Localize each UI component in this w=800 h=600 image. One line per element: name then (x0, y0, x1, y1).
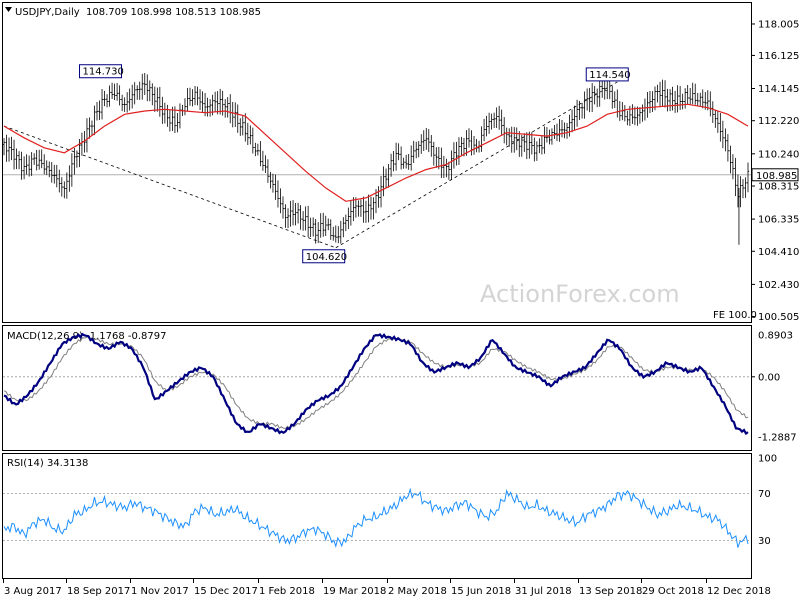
x-tick-label: 13 Sep 2018 (579, 586, 642, 597)
price-tick-label: 118.005 (758, 19, 799, 30)
macd-tick-label: 0.00 (758, 372, 780, 383)
annotation-label: 114.540 (589, 70, 630, 81)
price-tick-label: 116.125 (758, 51, 799, 62)
price-tick-label: 114.145 (758, 84, 799, 95)
trend-line (3, 125, 336, 249)
price-tick-label: 102.430 (758, 280, 799, 291)
price-panel (2, 2, 752, 323)
macd-signal-line (3, 336, 749, 430)
x-tick-label: 15 Dec 2017 (194, 586, 258, 597)
price-tick-label: 110.240 (758, 149, 799, 160)
rsi-panel (2, 453, 752, 579)
rsi-tick-label: 100 (758, 454, 777, 465)
x-tick-label: 3 Aug 2017 (4, 586, 62, 597)
rsi-header: RSI(14) 34.3138 (7, 458, 88, 469)
title-triangle-icon (5, 7, 12, 12)
trend-line (335, 81, 618, 249)
x-tick-label: 2 May 2018 (388, 586, 447, 597)
x-tick-label: 15 Jun 2018 (451, 586, 511, 597)
x-tick-label: 12 Dec 2018 (707, 586, 771, 597)
x-tick-label: 31 Jul 2018 (515, 586, 572, 597)
annotation-box (585, 67, 629, 82)
macd-layer (3, 332, 751, 436)
price-layer: 114.730 104.620 114.540 (2, 64, 751, 264)
current-price-box (751, 168, 799, 182)
fe-label: FE 100.0 (713, 310, 757, 321)
current-price-label: 108.985 (756, 171, 797, 182)
annotation-label: 104.620 (306, 252, 347, 263)
title-block: USDJPY,Daily 108.709 108.998 108.513 108… (5, 7, 261, 18)
moving-average-line (3, 103, 749, 202)
macd-tick-label: 0.8903 (758, 331, 793, 342)
rsi-line (3, 487, 749, 548)
ohlc-header: 108.709 108.998 108.513 108.985 (86, 7, 261, 18)
x-tick-label: 19 Mar 2018 (323, 586, 386, 597)
annotation-box (302, 249, 346, 264)
price-tick-label: 112.220 (758, 116, 799, 127)
x-tick-label: 1 Feb 2018 (259, 586, 315, 597)
x-tick-label: 29 Oct 2018 (642, 586, 704, 597)
annotation-box (79, 64, 123, 79)
macd-line (3, 332, 749, 436)
macd-tick-label: -1.2887 (758, 433, 797, 444)
axis-layer: 118.005 116.125 114.145 112.220 110.240 108.3… (3, 19, 799, 597)
price-tick-label: 106.335 (758, 215, 799, 226)
price-tick-label: 100.505 (758, 312, 799, 323)
rsi-tick-label: 70 (758, 489, 771, 500)
watermark: ActionForex.com (480, 280, 680, 308)
rsi-tick-label: 30 (758, 536, 771, 547)
macd-panel (2, 325, 752, 451)
x-tick-label: 18 Sep 2017 (67, 586, 130, 597)
x-tick-label: 1 Nov 2017 (131, 586, 189, 597)
price-tick-label: 108.315 (758, 181, 799, 192)
price-tick-label: 104.410 (758, 247, 799, 258)
rsi-layer (3, 487, 751, 548)
symbol-title: USDJPY,Daily (15, 7, 80, 18)
annotation-label: 114.730 (83, 67, 124, 78)
